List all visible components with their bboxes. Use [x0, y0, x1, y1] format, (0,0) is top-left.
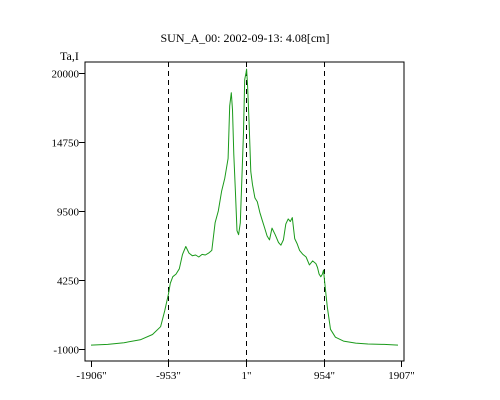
series-group — [90, 68, 399, 346]
x-axis: -1906" -953" 1" 954" 1907" — [76, 361, 415, 382]
y-axis: 20000 14750 9500 4250 -1000 — [52, 69, 85, 357]
x-tick-label-3: 954" — [314, 370, 335, 382]
x-tick-label-4: 1907" — [388, 370, 415, 382]
x-tick-label-0: -1906" — [76, 370, 106, 382]
y-axis-label: Ta,I — [60, 49, 79, 63]
y-tick-label-2: 9500 — [57, 207, 80, 219]
y-tick-label-0: 20000 — [52, 69, 80, 81]
chart-title: SUN_A_00: 2002-09-13: 4.08[cm] — [161, 31, 330, 45]
y-tick-label-1: 14750 — [52, 138, 80, 150]
y-tick-label-4: -1000 — [53, 345, 79, 357]
x-tick-label-2: 1" — [242, 370, 252, 382]
reference-lines — [168, 62, 325, 361]
x-tick-label-1: -953" — [156, 370, 181, 382]
series-line-0 — [90, 68, 399, 346]
y-tick-label-3: 4250 — [57, 276, 80, 288]
